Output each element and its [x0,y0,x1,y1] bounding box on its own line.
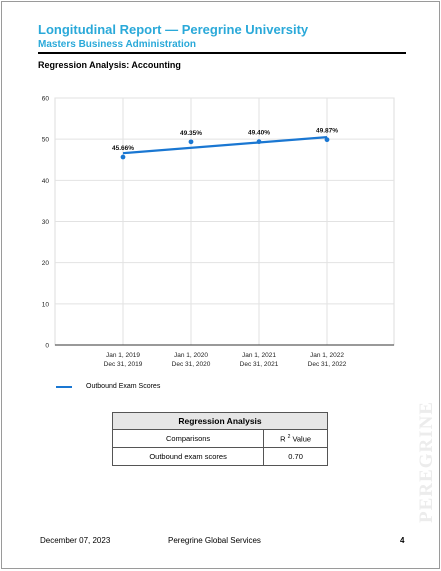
data-label: 49.35% [180,130,202,137]
comparisons-header: Comparisons [111,429,265,448]
footer-company: Peregrine Global Services [168,536,261,545]
r-squared-header: R 2 Value [263,429,328,448]
chart-legend: Outbound Exam Scores [56,383,160,390]
footer-date: December 07, 2023 [40,536,111,545]
table-row: Outbound exam scores 0.70 [111,447,328,466]
x-tick-label: Dec 31, 2020 [172,361,211,368]
x-tick-label: Jan 1, 2021 [242,352,276,359]
legend-label: Outbound Exam Scores [86,383,161,390]
data-label: 45.66% [112,145,134,152]
data-point [256,139,262,145]
section-title: Regression Analysis: Accounting [38,60,181,70]
x-tick-label: Jan 1, 2020 [174,352,208,359]
y-tick-label: 0 [45,343,49,350]
regression-chart: 0 10 20 30 40 50 60 Jan 1, 2019 Dec 31, 2019 Jan … [42,96,395,368]
report-title: Longitudinal Report — Peregrine Universi… [38,22,309,37]
y-tick-label: 30 [42,219,50,226]
page-number: 4 [400,536,405,545]
report-subtitle: Masters Business Administration [38,39,197,50]
x-tick-label: Dec 31, 2022 [308,361,347,368]
r-squared-cell: 0.70 [263,447,328,466]
data-point [120,154,126,160]
x-tick-label: Dec 31, 2019 [104,361,143,368]
y-tick-label: 10 [42,301,50,308]
regression-table-title: Regression Analysis [112,412,328,430]
y-tick-label: 40 [42,178,50,185]
data-point [188,139,194,145]
legend-swatch [56,385,72,388]
regression-line [122,136,328,155]
x-tick-label: Jan 1, 2019 [106,352,140,359]
data-label: 49.40% [248,130,270,137]
header-divider [38,52,406,54]
data-point [324,137,330,143]
y-tick-label: 50 [42,137,50,144]
x-tick-label: Dec 31, 2021 [240,361,279,368]
regression-table: Regression Analysis Comparisons R 2 Valu… [111,412,328,466]
watermark-logo: PEREGRINE [416,401,437,523]
y-tick-label: 20 [42,260,50,267]
comparison-cell: Outbound exam scores [111,447,265,466]
y-tick-label: 60 [42,96,50,103]
data-label: 49.87% [316,128,338,135]
x-tick-label: Jan 1, 2022 [310,352,344,359]
